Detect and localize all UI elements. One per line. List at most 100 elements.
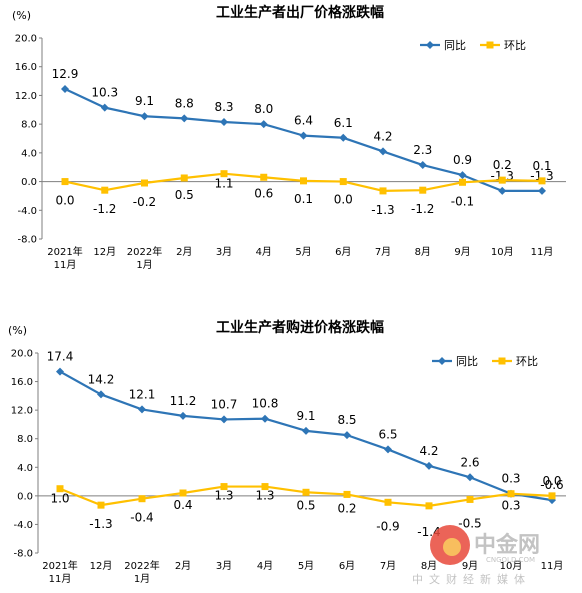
data-point [498,186,507,195]
data-label: -1.2 [411,202,434,216]
y-tick-label: 20.0 [11,349,33,360]
x-tick-label: 8月 [415,246,431,258]
data-label: 1.3 [255,489,274,503]
y-unit-label: (%) [8,324,27,337]
data-label: 2.3 [413,143,432,157]
data-label: -0.5 [458,516,481,530]
data-point [302,426,310,435]
data-label: 0.3 [501,472,520,486]
data-label: 1.1 [214,177,233,191]
x-tick-label: 3月 [216,560,232,572]
data-point [97,501,105,509]
data-point [458,171,467,180]
legend-label: 同比 [444,39,466,52]
data-label: -0.6 [540,478,563,492]
data-point [56,485,64,493]
data-point [61,178,69,186]
data-label: -0.1 [451,194,474,208]
x-tick-label: 11月 [531,246,554,258]
x-tick-label: 1月 [136,259,152,271]
data-label: 10.8 [252,397,279,411]
data-label: 0.6 [254,186,273,200]
data-point [261,414,269,423]
x-tick-label: 2022年 [127,245,162,258]
data-point [260,173,268,181]
data-label: -0.4 [130,511,153,525]
y-tick-label: -4.0 [13,520,33,531]
legend-label: 环比 [504,39,526,52]
data-label: 0.5 [175,188,194,202]
y-unit-label: (%) [12,9,31,22]
x-tick-label: 1月 [134,573,150,585]
data-point [61,84,69,93]
data-point [379,147,387,156]
data-label: 0.0 [55,194,74,208]
watermark-tagline: 中文财经新媒体 [412,572,531,586]
y-tick-label: 0.0 [21,177,37,188]
x-tick-label: 2月 [175,560,191,572]
y-tick-label: -4.0 [17,206,37,217]
x-tick-label: 11月 [49,573,72,585]
data-point [339,178,347,186]
data-point [343,431,351,440]
data-label: 6.4 [294,114,313,128]
data-point [498,176,506,184]
data-label: 4.2 [373,129,392,143]
data-point [259,120,268,129]
data-point [220,170,228,178]
data-label: 10.3 [91,86,118,100]
x-tick-label: 8月 [421,560,437,572]
watermark-logo-inner [443,538,461,556]
x-tick-label: 2022年 [124,559,159,572]
x-tick-label: 6月 [335,246,351,258]
data-label: 1.0 [50,492,69,506]
data-label: 8.8 [175,96,194,110]
y-tick-label: 16.0 [15,62,37,73]
y-tick-label: 20.0 [15,34,37,45]
data-label: 8.3 [214,100,233,114]
x-tick-label: 11月 [541,560,564,572]
data-label: 8.0 [254,102,273,116]
legend-marker [498,357,506,365]
data-point [379,187,387,195]
data-label: 12.9 [52,67,79,81]
data-point [300,177,307,185]
x-tick-label: 5月 [295,246,311,258]
legend-marker [486,41,494,49]
x-tick-label: 9月 [462,560,478,572]
data-label: 9.1 [135,94,154,108]
x-tick-label: 12月 [93,246,116,258]
data-label: 0.3 [501,499,520,513]
data-label: -1.3 [530,169,553,183]
data-point [101,186,109,194]
data-point [138,495,146,503]
x-tick-label: 2021年 [42,559,77,572]
data-label: 0.5 [296,498,315,512]
x-tick-label: 2021年 [47,245,82,258]
legend-marker [426,41,434,49]
data-label: -1.2 [93,202,116,216]
data-label: 2.6 [460,455,479,469]
data-point [56,367,64,376]
data-label: 0.0 [542,474,561,488]
x-tick-label: 7月 [380,560,396,572]
data-label: 0.4 [173,498,192,512]
x-tick-label: 2月 [176,246,192,258]
data-point [220,415,228,424]
data-label: 4.2 [419,444,438,458]
x-tick-label: 9月 [454,246,470,258]
x-tick-label: 6月 [339,560,355,572]
data-point [140,112,149,121]
data-label: 0.2 [493,158,512,172]
data-point [466,473,474,482]
y-tick-label: 8.0 [17,434,33,445]
chart-title: 工业生产者购进价格涨跌幅 [216,319,384,336]
data-point [384,445,392,454]
y-tick-label: 4.0 [17,463,33,474]
data-label: 8.5 [337,413,356,427]
watermark-name: 中金网 [474,532,540,558]
data-point [179,489,187,497]
data-point [180,114,189,123]
